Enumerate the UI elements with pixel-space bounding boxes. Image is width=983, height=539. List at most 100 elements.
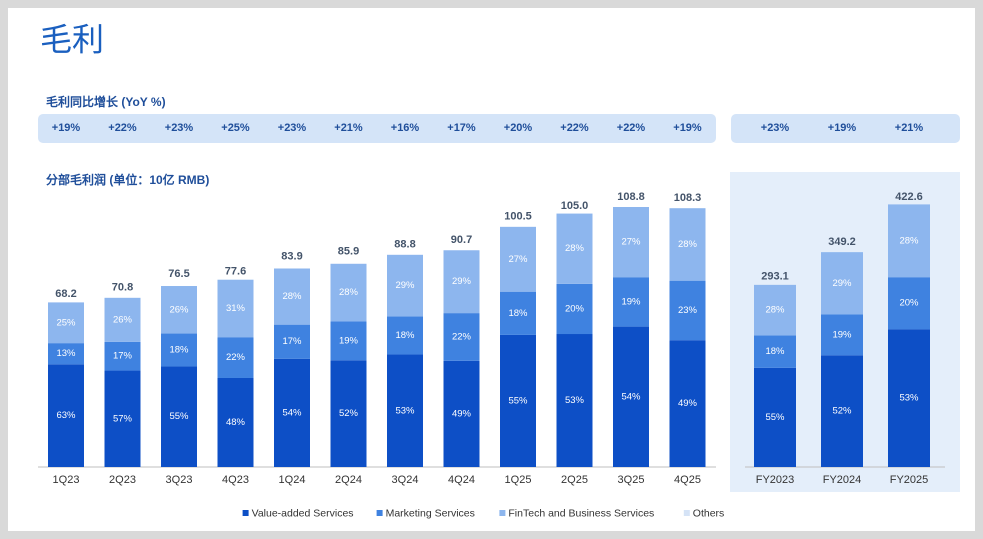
data-label: 13% (56, 348, 76, 359)
data-label: 27% (508, 254, 528, 265)
data-label: 25% (56, 317, 76, 328)
data-label: 18% (395, 330, 415, 341)
x-tick-label: 1Q23 (53, 474, 80, 486)
data-label: 22% (226, 352, 246, 363)
bar-segment (556, 213, 593, 284)
bar-segment (556, 283, 593, 335)
bar-segment (754, 284, 796, 336)
bar-segment (387, 354, 423, 467)
bar-segment (104, 341, 141, 371)
data-label: 28% (565, 243, 585, 254)
bar-segment (821, 252, 863, 315)
x-tick-label: FY2025 (890, 474, 929, 486)
total-label: 83.9 (281, 250, 302, 262)
bar-segment (330, 263, 367, 322)
yoy-label: +25% (221, 122, 250, 134)
bar-segment (104, 370, 141, 467)
total-label: 349.2 (828, 236, 856, 248)
data-label: 29% (832, 278, 852, 289)
bar-segment (669, 340, 706, 467)
legend-label: Marketing Services (386, 507, 475, 519)
data-label: 53% (395, 405, 415, 416)
x-tick-label: 3Q24 (392, 474, 419, 486)
bar-segment (161, 333, 197, 367)
legend-swatch (242, 510, 249, 516)
bar-segment (613, 326, 649, 467)
yoy-label: +20% (504, 122, 533, 134)
x-tick-label: FY2023 (756, 474, 795, 486)
bar-segment (669, 280, 706, 341)
bar-segment (161, 366, 197, 467)
yoy-label: +17% (447, 122, 476, 134)
yoy-label: +21% (895, 122, 924, 134)
x-tick-label: 1Q25 (505, 474, 532, 486)
data-label: 54% (282, 407, 302, 418)
data-label: 26% (169, 304, 189, 315)
bar-segment (274, 358, 310, 467)
bar-segment (888, 204, 930, 278)
data-label: 29% (395, 280, 415, 291)
bar-segment (443, 360, 480, 467)
data-label: 55% (765, 412, 785, 423)
bar-segment (500, 226, 536, 292)
bar-segment (821, 314, 863, 356)
total-label: 105.0 (561, 200, 589, 212)
yoy-label: +23% (278, 122, 307, 134)
total-label: 77.6 (225, 265, 246, 277)
bar-segment (500, 291, 536, 335)
data-label: 17% (113, 351, 133, 362)
x-tick-label: 2Q24 (335, 474, 362, 486)
legend-swatch (499, 510, 506, 516)
bar-segment (613, 207, 649, 278)
data-label: 28% (339, 287, 359, 298)
data-label: 28% (899, 235, 919, 246)
bar-segment (754, 335, 796, 368)
legend-swatch (683, 510, 690, 516)
data-label: 53% (565, 395, 585, 406)
total-label: 293.1 (761, 271, 789, 283)
bar-segment (387, 254, 423, 317)
yoy-label: +22% (617, 122, 646, 134)
yoy-label: +19% (52, 122, 81, 134)
bar-segment (161, 286, 197, 334)
x-tick-label: 4Q24 (448, 474, 475, 486)
total-label: 85.9 (338, 246, 359, 258)
bar-segment (754, 367, 796, 467)
data-label: 55% (169, 411, 189, 422)
bar-segment (556, 334, 593, 467)
yoy-label: +21% (334, 122, 363, 134)
bar-segment (500, 334, 536, 467)
data-label: 20% (899, 298, 919, 309)
total-label: 108.3 (674, 192, 702, 204)
data-label: 18% (765, 346, 785, 357)
data-label: 22% (452, 331, 472, 342)
x-tick-label: 4Q25 (674, 474, 701, 486)
data-label: 55% (508, 395, 528, 406)
legend-swatch (376, 510, 383, 516)
bar-segment (217, 377, 254, 467)
data-label: 49% (678, 398, 698, 409)
data-label: 31% (226, 303, 246, 314)
data-label: 54% (621, 391, 641, 402)
bar-segment (104, 297, 141, 342)
bar-segment (613, 277, 649, 327)
data-label: 19% (339, 335, 359, 346)
bar-segment (48, 302, 84, 344)
x-tick-label: 3Q23 (166, 474, 193, 486)
total-label: 100.5 (504, 211, 532, 223)
bar-segment (274, 324, 310, 359)
total-label: 68.2 (55, 288, 76, 300)
bar-segment (217, 337, 254, 378)
x-tick-label: 3Q25 (618, 474, 645, 486)
data-label: 26% (113, 314, 133, 325)
bar-segment (48, 343, 84, 365)
total-label: 90.7 (451, 234, 472, 246)
data-label: 52% (832, 406, 852, 417)
total-label: 76.5 (168, 268, 189, 280)
total-label: 422.6 (895, 191, 923, 203)
x-tick-label: 2Q23 (109, 474, 136, 486)
yoy-label: +22% (108, 122, 137, 134)
yoy-label: +19% (673, 122, 702, 134)
data-label: 28% (282, 291, 302, 302)
